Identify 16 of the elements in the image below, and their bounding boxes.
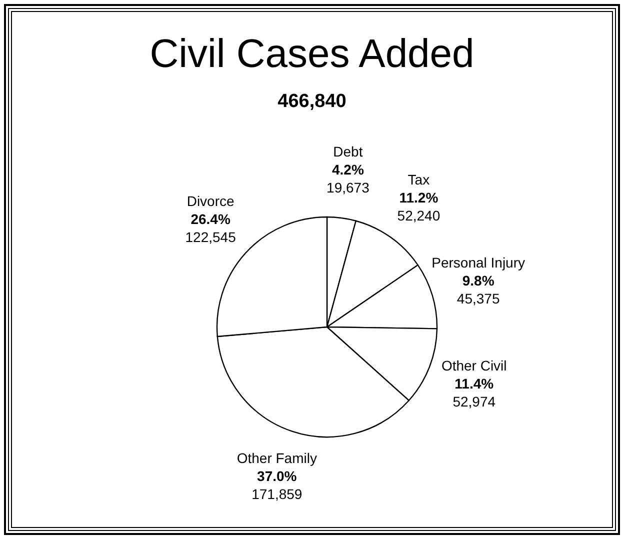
pie-slice (326, 326, 438, 402)
slice-label: Debt (333, 143, 363, 160)
slice-label: Personal Injury (432, 254, 526, 271)
slice-label: Divorce (186, 193, 234, 210)
data-label: 26.4% 122,545 (185, 211, 236, 246)
pie-slice (216, 326, 410, 438)
data-label: 37.0% 171,859 (252, 468, 302, 502)
slice-label: Other Family (236, 450, 317, 466)
data-label: 4.2% 19,673 (326, 161, 370, 196)
data-label: 11.4% 52,974 (452, 376, 496, 410)
slice-label: Other Civil (441, 358, 507, 374)
chart-title: Civil Cases Added (148, 32, 476, 77)
data-label: 11.2% 52,240 (397, 189, 440, 224)
data-label: 9.8% 45,375 (456, 272, 500, 307)
slice-label: Tax (408, 171, 430, 188)
chart-subtitle: 466,840 (276, 91, 348, 113)
